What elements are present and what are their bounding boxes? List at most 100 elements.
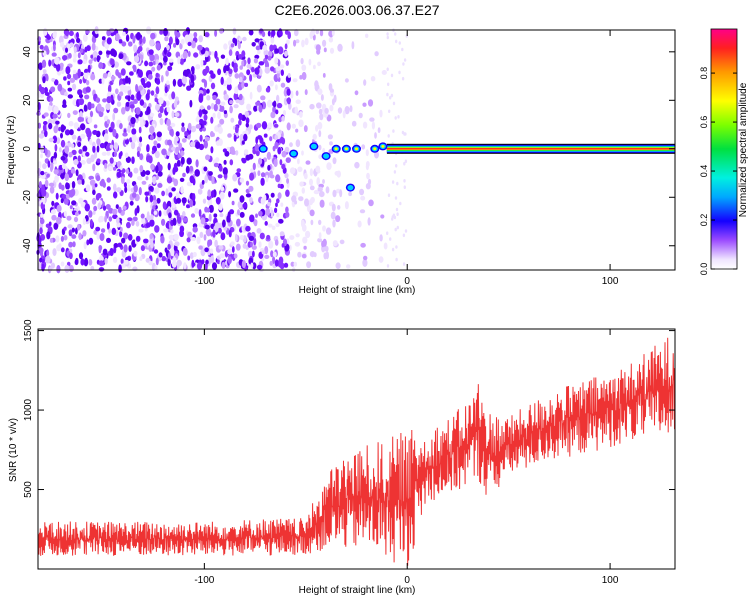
noise-cell (231, 246, 235, 253)
noise-cell (144, 60, 149, 67)
noise-cell (52, 135, 58, 144)
noise-cell (190, 213, 196, 218)
noise-cell (192, 251, 197, 258)
noise-cell (264, 254, 270, 259)
noise-cell (158, 252, 163, 258)
noise-cell (321, 240, 325, 248)
noise-cell (196, 262, 203, 270)
noise-cell (369, 117, 375, 122)
noise-cell (219, 28, 224, 34)
noise-cell (189, 252, 194, 259)
noise-cell (88, 259, 93, 266)
noise-cell (56, 216, 62, 225)
noise-cell (108, 228, 112, 234)
noise-cell (151, 208, 155, 217)
noise-cell (152, 194, 157, 202)
noise-cell (168, 58, 174, 63)
y-tick-label: 40 (22, 46, 33, 58)
noise-cell (229, 105, 233, 114)
noise-cell (60, 41, 65, 48)
noise-cell (261, 121, 268, 130)
noise-cell (254, 143, 259, 152)
noise-cell (42, 76, 46, 84)
noise-cell (281, 243, 285, 248)
noise-cell (170, 229, 174, 234)
y-tick-label: -40 (22, 238, 33, 253)
noise-cell (87, 101, 92, 111)
noise-cell (213, 213, 218, 218)
noise-cell (269, 136, 273, 142)
noise-cell (145, 222, 151, 228)
noise-cell (60, 139, 66, 148)
noise-cell (370, 76, 376, 82)
noise-cell (131, 156, 135, 164)
noise-cell (166, 176, 173, 184)
noise-cell (190, 141, 196, 148)
noise-cell (166, 106, 170, 113)
noise-cell (59, 62, 64, 69)
noise-cell (392, 213, 396, 218)
noise-cell (254, 54, 260, 60)
noise-cell (115, 69, 119, 76)
noise-cell (295, 128, 299, 133)
noise-cell (252, 250, 255, 258)
noise-cell (102, 248, 108, 256)
noise-cell (164, 92, 168, 97)
trail-point-core (323, 153, 330, 159)
noise-cell (283, 88, 288, 97)
noise-cell (52, 113, 58, 119)
noise-cell (242, 36, 247, 42)
noise-cell (134, 208, 138, 217)
noise-cell (71, 149, 77, 155)
noise-cell (107, 71, 112, 78)
noise-cell (134, 55, 140, 63)
noise-cell (160, 75, 164, 83)
noise-cell (135, 107, 141, 115)
noise-cell (37, 262, 42, 270)
noise-cell (106, 119, 110, 125)
noise-cell (68, 30, 74, 37)
noise-cell (195, 141, 201, 149)
noise-cell (195, 64, 201, 70)
noise-cell (60, 247, 65, 253)
noise-cell (84, 203, 91, 212)
noise-cell (50, 209, 57, 215)
noise-cell (129, 104, 135, 109)
noise-cell (282, 110, 287, 116)
noise-cell (50, 162, 54, 171)
noise-cell (158, 112, 162, 118)
noise-cell (171, 91, 176, 100)
noise-cell (215, 157, 220, 163)
noise-cell (163, 228, 169, 233)
noise-cell (82, 59, 87, 65)
noise-cell (187, 41, 192, 47)
noise-cell (168, 192, 173, 198)
noise-cell (208, 213, 212, 222)
noise-cell (231, 200, 235, 206)
noise-cell (121, 41, 127, 47)
noise-cell (92, 210, 96, 215)
noise-cell (72, 110, 78, 115)
noise-cell (328, 30, 333, 37)
trail-point-core (260, 146, 267, 152)
noise-cell (299, 181, 304, 187)
noise-cell (174, 96, 179, 102)
noise-cell (223, 174, 228, 179)
noise-cell (159, 105, 164, 114)
noise-cell (238, 93, 243, 101)
noise-cell (75, 211, 79, 217)
noise-cell (275, 84, 278, 91)
noise-cell (155, 103, 160, 111)
noise-cell (156, 79, 161, 85)
noise-cell (366, 172, 370, 180)
noise-cell (304, 198, 310, 207)
noise-cell (260, 95, 266, 101)
noise-cell (53, 125, 58, 134)
noise-cell (285, 206, 289, 214)
noise-cell (50, 86, 56, 93)
noise-cell (237, 200, 243, 209)
noise-cell (204, 50, 209, 58)
trail-point-core (290, 151, 297, 157)
noise-cell (146, 144, 150, 153)
noise-cell (318, 232, 322, 240)
